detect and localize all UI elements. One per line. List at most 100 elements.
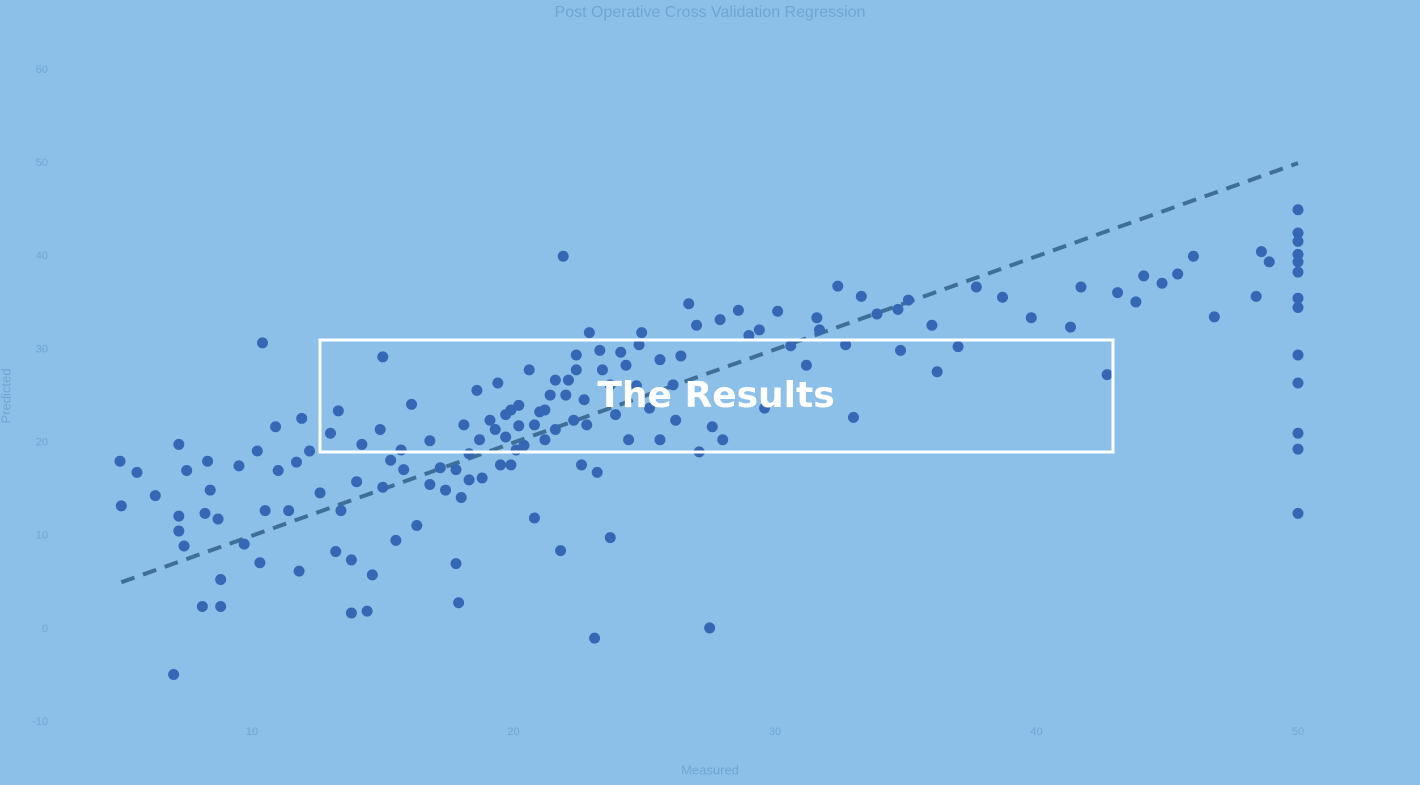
scatter-point [474,434,486,446]
scatter-point [633,339,645,351]
scatter-point [576,459,588,471]
x-tick-label: 30 [769,726,781,738]
scatter-point [149,490,161,502]
scatter-point [324,427,336,439]
scatter-point [500,409,512,421]
chart-title: Post Operative Cross Validation Regressi… [555,4,866,21]
scatter-point [463,448,475,460]
scatter-point [345,554,357,566]
scatter-point [706,421,718,433]
scatter-point [1292,349,1304,361]
scatter-point [168,668,180,680]
scatter-point [296,412,308,424]
scatter-point [283,505,295,517]
scatter-point [1208,311,1220,323]
scatter-point [304,445,316,457]
scatter-point [596,364,608,376]
x-axis-title: Measured [681,762,739,777]
y-tick-label: 40 [36,250,48,262]
scatter-point [411,519,423,531]
scatter-point [832,280,844,292]
scatter-point [811,312,823,324]
scatter-point [560,389,572,401]
scatter-point [1138,270,1150,282]
scatter-point [1255,246,1267,258]
scatter-point [181,465,193,477]
scatter-point [293,565,305,577]
scatter-point [594,344,606,356]
scatter-point [450,558,462,570]
scatter-point [505,459,517,471]
scatter-point [667,379,679,391]
scatter-point [492,377,504,389]
scatter-point [759,402,771,414]
scatter-point [813,324,825,336]
x-tick-label: 40 [1030,726,1042,738]
scatter-point [1292,302,1304,314]
scatter-point [173,510,185,522]
scatter-point [1292,427,1304,439]
scatter-point [458,419,470,431]
scatter-point [390,534,402,546]
scatter-point [215,573,227,585]
scatter-point [615,346,627,358]
overlay-box [318,338,1115,454]
scatter-point [528,419,540,431]
scatter-point [997,291,1009,303]
scatter-point [1025,312,1037,324]
scatter-point [743,329,755,341]
scatter-point [356,438,368,450]
scatter-point [610,409,622,421]
scatter-point [233,460,245,472]
scatter-point [345,607,357,619]
scatter-point [1292,266,1304,278]
scatter-point [604,532,616,544]
scatter-point [840,339,852,351]
scatter-point [1112,287,1124,299]
plot-area: 10 20 30 40 50 -10 0 10 20 30 40 50 60 [32,64,1304,738]
scatter-point [1156,277,1168,289]
scatter-point [902,294,914,306]
scatter-point [204,484,216,496]
scatter-point [578,394,590,406]
scatter-point [952,341,964,353]
scatter-point [895,344,907,356]
scatter-point [753,324,765,336]
scatter-point [1263,256,1275,268]
scatter-point [500,431,512,443]
scatter-point [212,513,224,525]
y-tick-label: -10 [32,716,48,728]
scatter-point [330,546,342,558]
scatter-point [772,305,784,317]
scatter-point [1292,443,1304,455]
scatter-point [800,359,812,371]
scatter-point [568,414,580,426]
scatter-point [570,349,582,361]
reference-line [120,161,1299,585]
scatter-point [471,384,483,396]
scatter-point [257,337,269,349]
scatter-point [636,327,648,339]
scatter-point [494,459,506,471]
y-tick-label: 50 [36,157,48,169]
scatter-point [406,398,418,410]
scatter-point [395,444,407,456]
overlay-title: The Results [597,375,834,416]
scatter-point [562,374,574,386]
scatter-point [290,456,302,468]
scatter-point [115,500,127,512]
scatter-point [570,364,582,376]
scatter-point [114,455,126,467]
scatter-point [630,380,642,392]
scatter-point [1187,250,1199,262]
y-axis-title: Predicted [0,369,13,424]
y-tick-label: 10 [36,530,48,542]
scatter-point [1292,507,1304,519]
scatter-point [215,601,227,613]
x-tick-label: 50 [1292,726,1304,738]
scatter-point [385,454,397,466]
scatter-point [450,464,462,476]
scatter-point [549,374,561,386]
